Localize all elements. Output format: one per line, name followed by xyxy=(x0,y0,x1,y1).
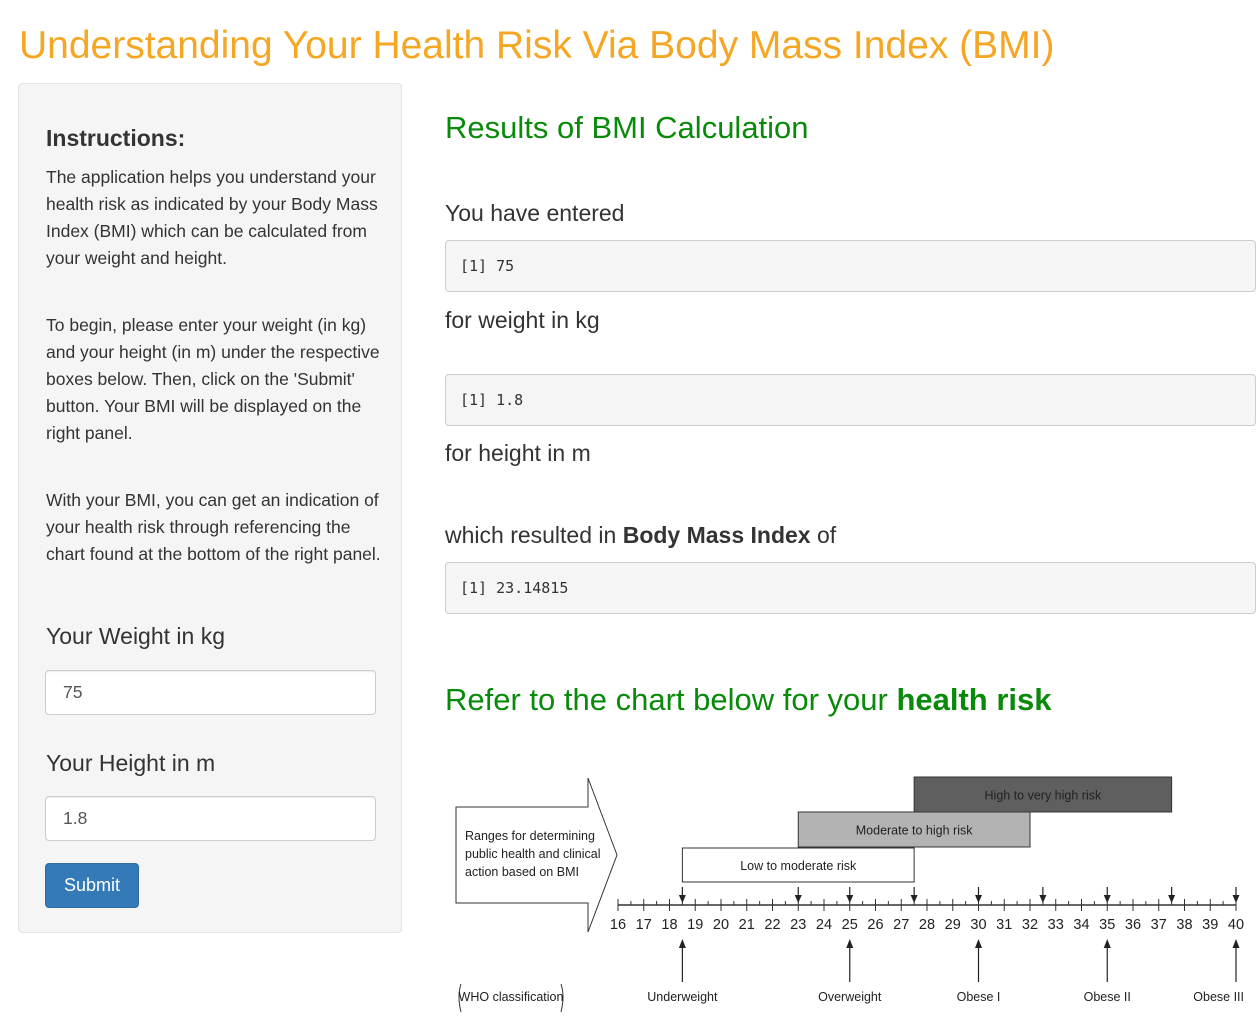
who-class-label: Obese II xyxy=(1084,990,1131,1004)
bmi-result-suffix: of xyxy=(810,522,837,548)
who-arrow-head xyxy=(846,939,854,948)
axis-tick-label: 21 xyxy=(739,917,755,933)
who-arrow-head xyxy=(975,939,982,948)
axis-tick-label: 18 xyxy=(661,917,677,933)
axis-tick-label: 29 xyxy=(945,917,961,933)
who-arrow-head xyxy=(1232,939,1240,948)
axis-tick-label: 34 xyxy=(1073,917,1089,933)
bmi-risk-chart: Ranges for determining public health and … xyxy=(455,776,1244,1013)
boundary-arrow-head xyxy=(975,895,982,903)
height-input[interactable] xyxy=(45,796,376,841)
ranges-arrow-text: public health and clinical xyxy=(465,847,601,861)
who-arrow-head xyxy=(1103,939,1111,948)
axis-tick-label: 33 xyxy=(1048,917,1064,933)
risk-band xyxy=(797,811,1031,848)
boundary-arrow-head xyxy=(910,895,918,903)
axis-tick-label: 37 xyxy=(1151,917,1167,933)
risk-band-label: Moderate to high risk xyxy=(856,824,973,838)
axis-tick-label: 35 xyxy=(1099,917,1115,933)
instructions-paragraph-3: With your BMI, you can get an indication… xyxy=(46,490,381,564)
boundary-arrow-head xyxy=(846,895,854,903)
axis-tick-label: 26 xyxy=(867,917,883,933)
risk-band-label: Low to moderate risk xyxy=(740,859,857,873)
results-heading: Results of BMI Calculation xyxy=(445,110,809,145)
axis-tick-label: 32 xyxy=(1022,917,1038,933)
height-label: Your Height in m xyxy=(46,750,216,776)
axis-tick-label: 16 xyxy=(610,917,626,933)
axis-tick-label: 22 xyxy=(764,917,780,933)
chart-heading: Refer to the chart below for your health… xyxy=(445,682,1052,718)
axis-tick-label: 30 xyxy=(970,917,986,933)
risk-band xyxy=(913,776,1173,813)
risk-band-label: High to very high risk xyxy=(985,789,1102,803)
submit-button[interactable]: Submit xyxy=(45,863,139,908)
height-unit-label: for height in m xyxy=(445,440,591,466)
axis-tick-label: 31 xyxy=(996,917,1012,933)
risk-band xyxy=(681,847,915,883)
axis-tick-label: 28 xyxy=(919,917,935,933)
ranges-arrow-text: action based on BMI xyxy=(465,865,579,879)
boundary-arrow-head xyxy=(1232,895,1240,903)
who-classification-label: WHO classification xyxy=(459,990,564,1004)
instructions-paragraph-2: To begin, please enter your weight (in k… xyxy=(46,315,380,443)
axis-tick-label: 25 xyxy=(842,917,858,933)
who-class-label: Overweight xyxy=(818,990,882,1004)
ranges-arrow-shape xyxy=(455,777,618,933)
weight-unit-label: for weight in kg xyxy=(445,307,600,333)
axis-tick-label: 39 xyxy=(1202,917,1218,933)
boundary-arrow-head xyxy=(1168,895,1176,903)
who-arrow-head xyxy=(678,939,686,948)
boundary-arrow-head xyxy=(678,895,686,903)
bmi-output: [1] 23.14815 xyxy=(445,562,1256,614)
axis-tick-label: 27 xyxy=(893,917,909,933)
axis-tick-label: 19 xyxy=(687,917,703,933)
instructions-paragraph-1: The application helps you understand you… xyxy=(46,167,378,268)
sidebar-panel: Instructions: The application helps you … xyxy=(18,83,402,933)
who-class-label: Underweight xyxy=(647,990,718,1004)
weight-input[interactable] xyxy=(45,670,376,715)
height-output: [1] 1.8 xyxy=(445,374,1256,426)
axis-tick-label: 38 xyxy=(1176,917,1192,933)
axis-tick-label: 20 xyxy=(713,917,729,933)
who-class-label: Obese I xyxy=(957,990,1001,1004)
bmi-result-bold: Body Mass Index xyxy=(622,522,811,548)
instructions-heading: Instructions: xyxy=(46,125,186,151)
who-bracket-left xyxy=(458,983,462,1013)
chart-heading-prefix: Refer to the chart below for your xyxy=(445,682,897,717)
axis-tick-label: 24 xyxy=(816,917,832,933)
boundary-arrow-head xyxy=(1039,895,1047,903)
who-class-label: Obese III xyxy=(1193,990,1244,1004)
who-bracket-right xyxy=(560,983,564,1013)
axis-tick-label: 17 xyxy=(636,917,652,933)
weight-output: [1] 75 xyxy=(445,240,1256,292)
boundary-arrow-head xyxy=(1103,895,1111,903)
axis-tick-label: 23 xyxy=(790,917,806,933)
axis-tick-label: 40 xyxy=(1228,917,1244,933)
ranges-arrow-text: Ranges for determining xyxy=(465,829,595,843)
weight-label: Your Weight in kg xyxy=(46,623,226,649)
chart-heading-bold: health risk xyxy=(896,682,1052,717)
bmi-result-label: which resulted in Body Mass Index of xyxy=(445,521,836,549)
page-title: Understanding Your Health Risk Via Body … xyxy=(19,24,1055,67)
bmi-result-prefix: which resulted in xyxy=(445,522,623,548)
entered-label: You have entered xyxy=(445,200,625,226)
axis-tick-label: 36 xyxy=(1125,917,1141,933)
boundary-arrow-head xyxy=(794,895,802,903)
